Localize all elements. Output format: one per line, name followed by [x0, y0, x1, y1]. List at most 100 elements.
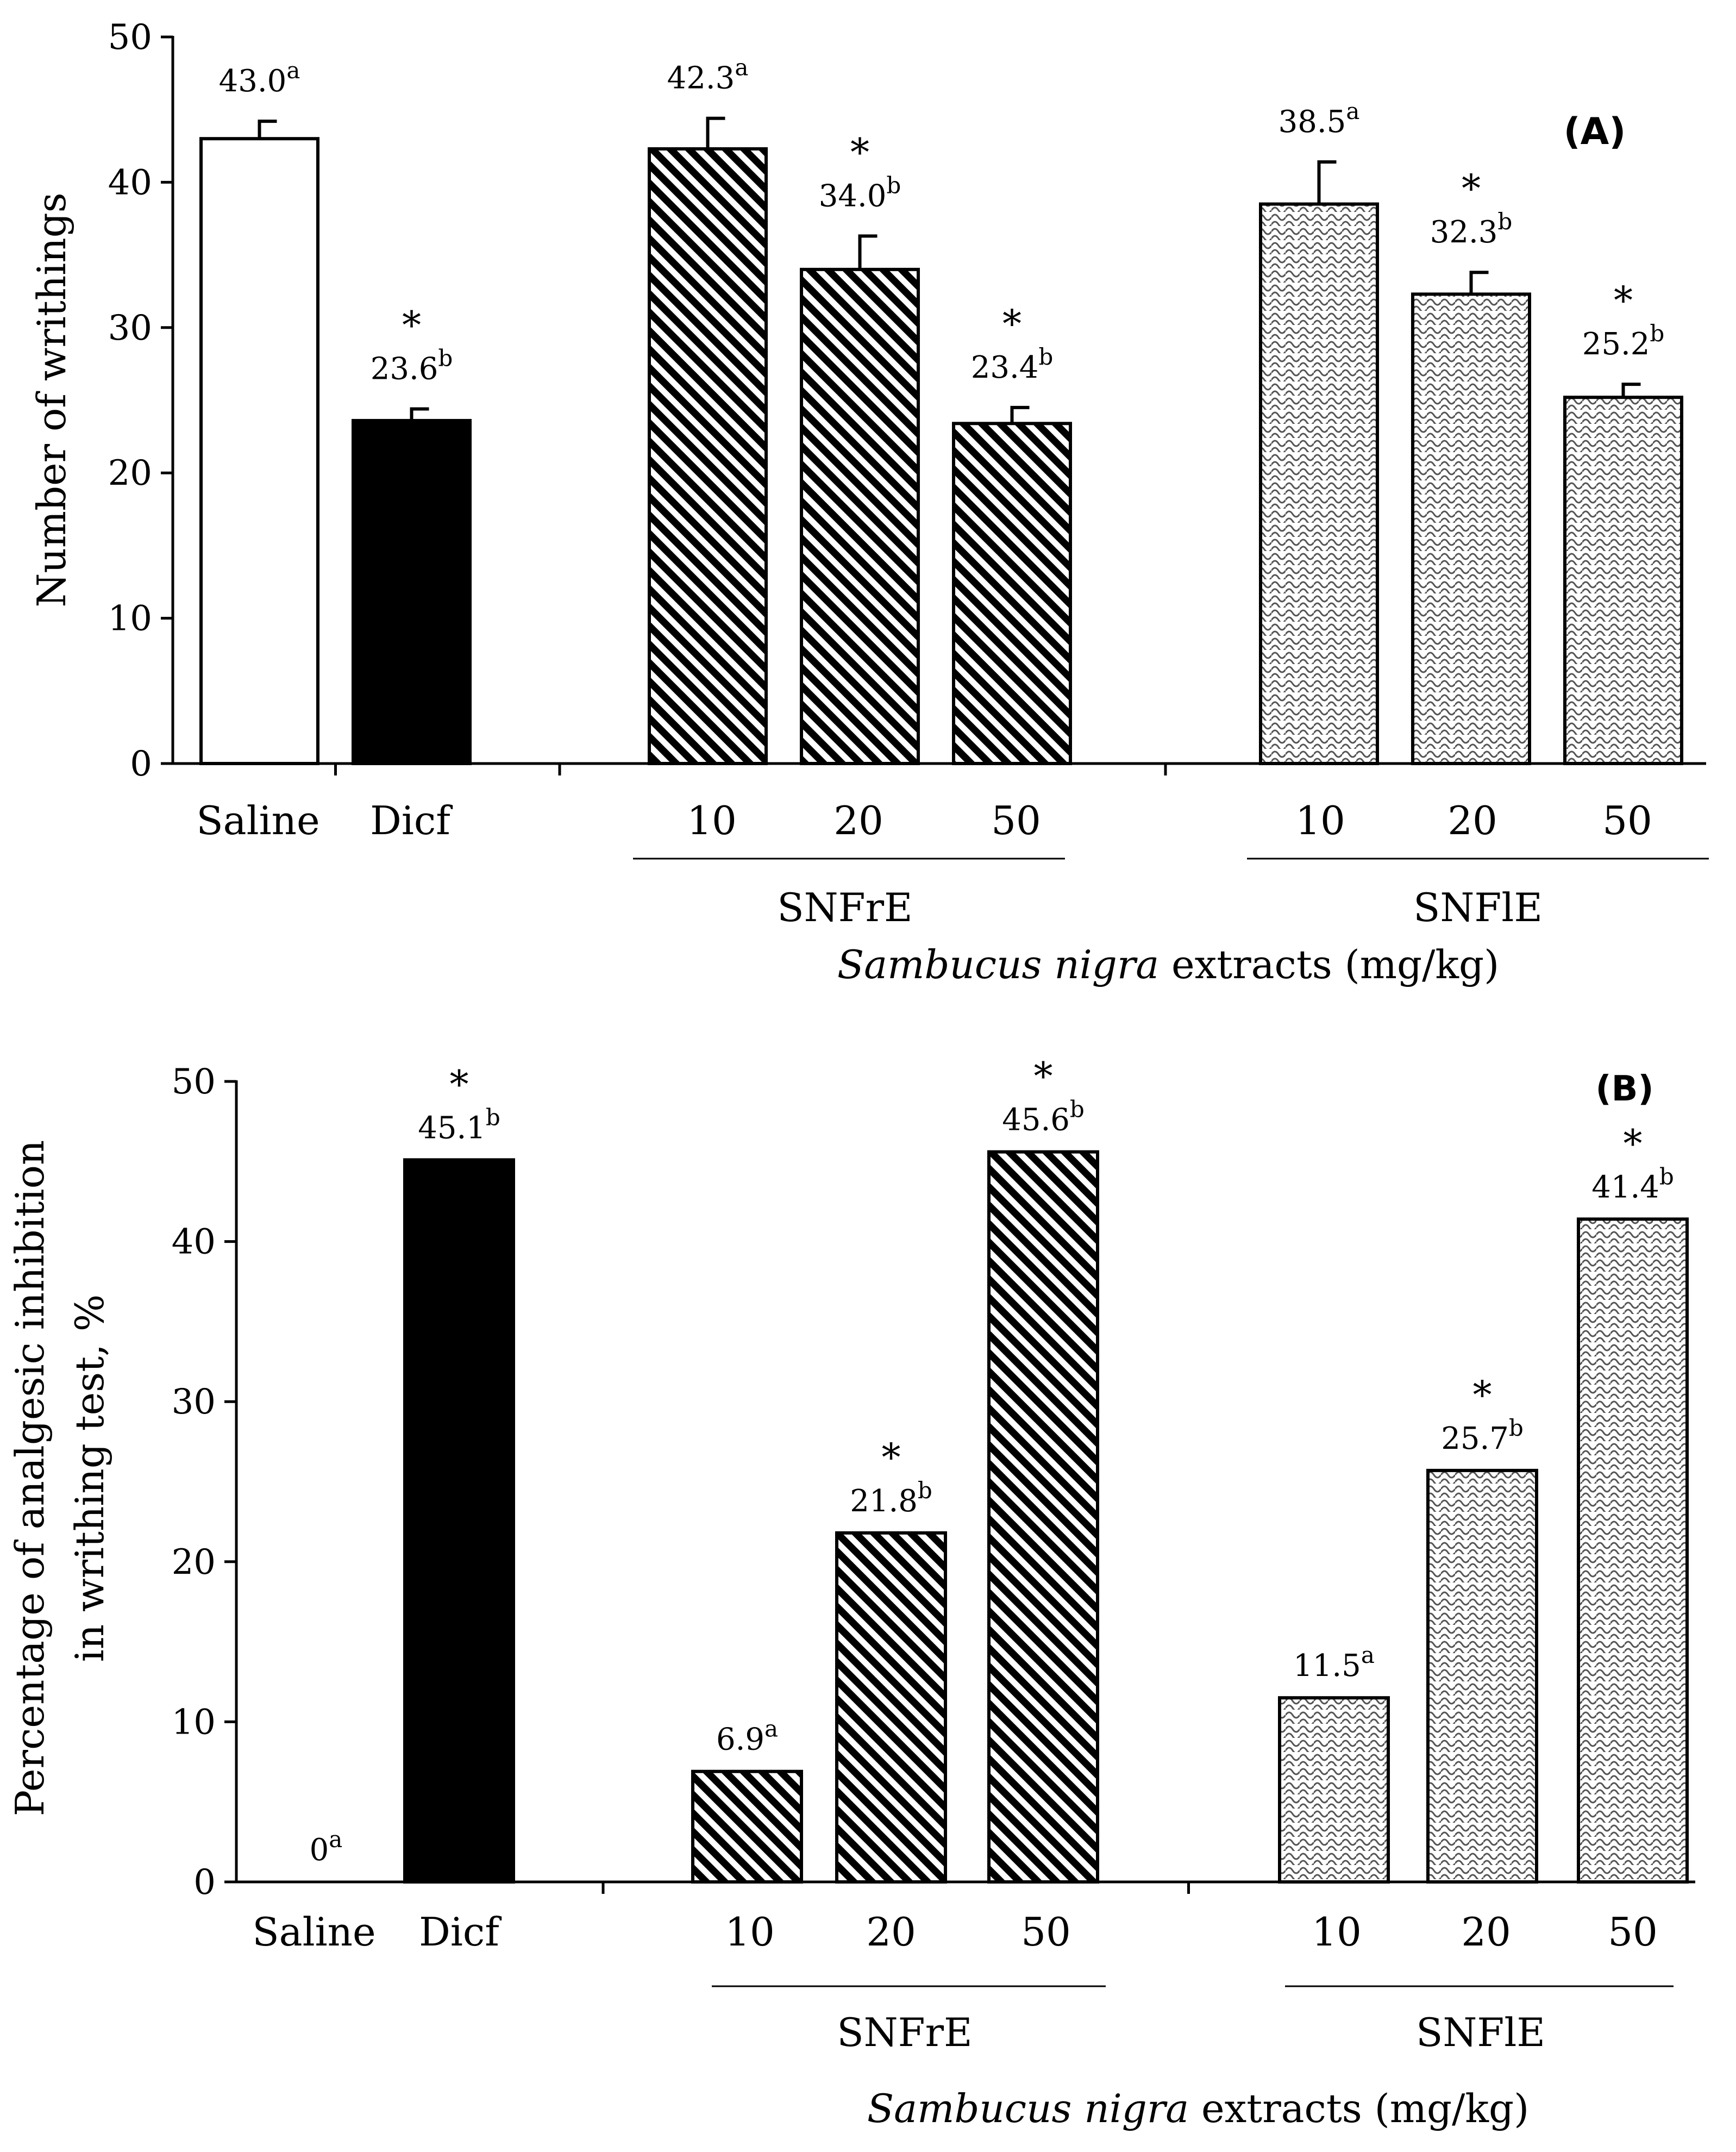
panel-b-chart: 010203040500a45.1b*6.9a21.8b*45.6b*11.5a…	[7, 1054, 1695, 2131]
panel-a-bar	[352, 418, 472, 765]
panel-a-data-label-value: 23.4	[971, 350, 1039, 385]
panel-a-category-label: 10	[687, 798, 737, 843]
panel-b-data-label: 25.7b	[1441, 1415, 1524, 1456]
panel-a-y-tick-label: 20	[108, 453, 152, 493]
panel-a-y-tick-label: 30	[108, 308, 152, 348]
panel-b-data-label: 41.4b	[1591, 1163, 1674, 1205]
panel-b-x-axis-label-rest: extracts (mg/kg)	[1189, 2086, 1529, 2131]
panel-a-error-bar	[1469, 271, 1489, 295]
panel-a-data-label-value: 32.3	[1430, 215, 1498, 250]
panel-b-y-tick-label: 30	[172, 1382, 216, 1422]
panel-b-y-tick-label: 20	[172, 1542, 216, 1582]
panel-b-data-label-value: 45.1	[418, 1110, 486, 1146]
panel-a-x-axis-label-species: Sambucus nigra	[837, 942, 1159, 987]
panel-b-y-tick-label: 0	[193, 1862, 216, 1903]
panel-a-data-label-superscript: a	[286, 57, 300, 84]
panel-b-data-label-value: 25.7	[1441, 1421, 1509, 1456]
panel-a-data-label-value: 23.6	[371, 352, 438, 387]
panel-b-bar	[987, 1150, 1099, 1884]
panel-b-significance-marker: *	[882, 1435, 901, 1480]
panel-b-data-label-superscript: b	[1070, 1096, 1085, 1123]
panel-b-category-label: 10	[725, 1909, 775, 1955]
panel-a-data-label: 34.0b	[819, 172, 901, 214]
panel-b-category-label: 50	[1021, 1909, 1071, 1955]
panel-b-data-label: 45.1b	[418, 1104, 500, 1146]
panel-b-data-label: 21.8b	[850, 1477, 932, 1519]
panel-b-data-label: 6.9a	[716, 1716, 778, 1757]
panel-a-chart: 0102030405043.0a23.6b*42.3a34.0b*23.4b*3…	[29, 17, 1709, 987]
panel-b-bar	[691, 1769, 803, 1884]
panel-a-data-label-superscript: b	[1650, 320, 1664, 347]
panel-a-group-label: SNFlE	[1413, 885, 1543, 930]
panel-a-bar	[1411, 292, 1531, 765]
panel-a-data-label: 38.5a	[1279, 98, 1360, 140]
panel-a-error-bar	[1010, 405, 1030, 424]
panel-b-category-label: Dicf	[419, 1909, 502, 1955]
panel-a-error-bar	[858, 234, 878, 270]
panel-a-y-tick-label: 40	[108, 162, 152, 203]
panel-a-panel-label: (A)	[1564, 110, 1626, 153]
panel-a-data-label-value: 34.0	[819, 178, 887, 214]
panel-b-data-label-superscript: b	[1659, 1163, 1674, 1190]
panel-a-bar	[1563, 396, 1683, 765]
panel-a-y-tick-label: 0	[130, 744, 152, 784]
panel-b-significance-marker: *	[1473, 1373, 1492, 1417]
panel-b-y-tick-label: 50	[172, 1062, 216, 1102]
panel-a-category-label: 10	[1295, 798, 1345, 843]
panel-b-significance-marker: *	[450, 1062, 469, 1106]
panel-a-significance-marker: *	[1614, 278, 1633, 323]
panel-b-data-label-superscript: a	[764, 1716, 778, 1742]
panel-a-bar	[1259, 202, 1379, 765]
panel-b-data-label-superscript: a	[1361, 1642, 1375, 1668]
panel-a-error-bar	[706, 116, 725, 149]
panel-b-category-label: Saline	[252, 1909, 375, 1955]
panel-a-y-tick-label: 10	[108, 599, 152, 639]
panel-b-x-axis-label-species: Sambucus nigra	[867, 2086, 1189, 2131]
panel-a-error-bar	[258, 120, 277, 139]
panel-b-y-axis-label: Percentage of analgesic inhibition	[7, 1140, 53, 1817]
panel-a-y-tick-label: 50	[108, 17, 152, 58]
panel-b-category-label: 20	[866, 1909, 916, 1955]
panel-b-category-label: 20	[1461, 1909, 1511, 1955]
panel-a-group-label: SNFrE	[777, 885, 912, 930]
panel-b-data-label-superscript: b	[486, 1104, 500, 1130]
panel-a-category-label: Saline	[196, 798, 319, 843]
panel-a-data-label-superscript: b	[438, 345, 453, 372]
panel-a-category-label: 50	[991, 798, 1041, 843]
panel-b-data-label-value: 0	[310, 1832, 329, 1868]
panel-a-data-label-superscript: a	[1346, 98, 1359, 124]
panel-a-bar	[952, 422, 1072, 765]
panel-a-bar	[800, 267, 920, 765]
panel-a-significance-marker: *	[1002, 302, 1021, 346]
panel-a-category-label: 20	[833, 798, 883, 843]
panel-a-data-label: 23.4b	[971, 343, 1054, 385]
panel-b-category-label: 50	[1608, 1909, 1658, 1955]
panel-a-data-label-superscript: b	[1497, 208, 1512, 235]
panel-b-significance-marker: *	[1034, 1054, 1053, 1099]
panel-a-data-label: 42.3a	[667, 54, 749, 96]
panel-a-error-bar	[1317, 160, 1337, 204]
panel-a-data-label: 43.0a	[219, 57, 300, 99]
panel-a-category-label: 20	[1447, 798, 1497, 843]
panel-a-x-axis-label-rest: extracts (mg/kg)	[1159, 942, 1499, 987]
panel-a-bar	[199, 137, 319, 765]
panel-b-data-label-superscript: a	[329, 1826, 342, 1853]
panel-b-data-label-value: 21.8	[850, 1484, 918, 1519]
panel-b-category-label: 10	[1312, 1909, 1362, 1955]
panel-b-data-label-value: 41.4	[1591, 1169, 1659, 1205]
panel-a-data-label-superscript: b	[886, 172, 901, 198]
panel-b-y-axis-label: in writhing test, %	[67, 1294, 112, 1662]
panel-a-significance-marker: *	[402, 303, 421, 348]
panel-a-data-label-superscript: a	[735, 54, 748, 81]
panel-a-significance-marker: *	[1462, 166, 1481, 211]
panel-a-category-label: Dicf	[370, 798, 453, 843]
panel-b-data-label-superscript: b	[1509, 1415, 1524, 1441]
panel-b-bar	[1577, 1217, 1689, 1884]
panel-a-x-axis-label: Sambucus nigra extracts (mg/kg)	[837, 942, 1499, 987]
panel-b-panel-label: (B)	[1595, 1069, 1653, 1109]
panel-a-error-bar	[410, 407, 429, 421]
panel-b-bar	[1426, 1468, 1538, 1884]
panel-b-data-label-value: 45.6	[1002, 1103, 1070, 1138]
panel-a-bar	[648, 147, 768, 766]
